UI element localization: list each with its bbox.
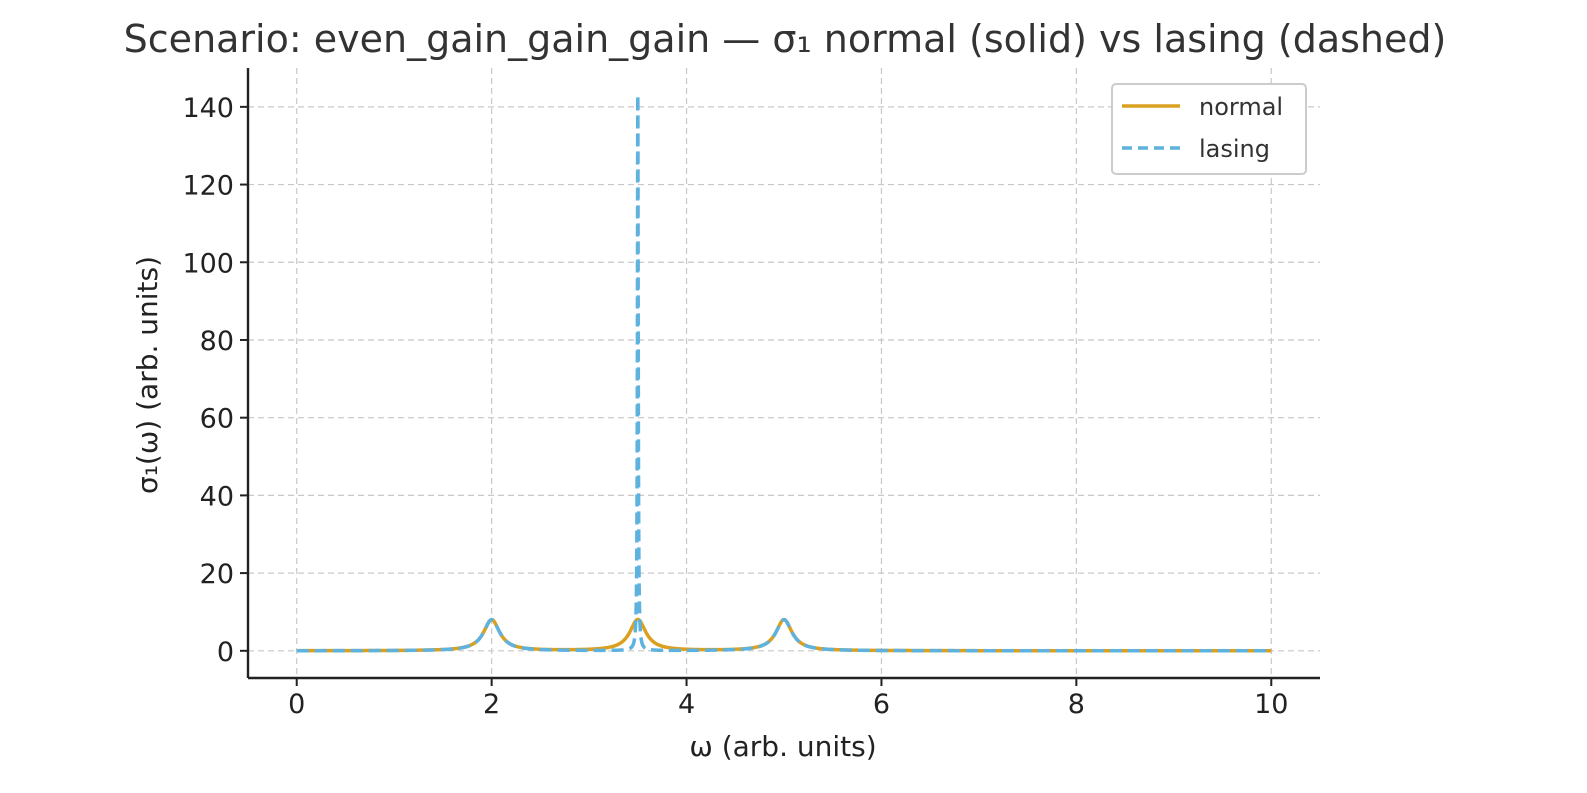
y-tick-label: 140 — [182, 93, 234, 124]
x-axis-label: ω (arb. units) — [689, 730, 876, 763]
y-tick-label: 120 — [182, 171, 234, 202]
x-tick-label: 4 — [678, 689, 695, 720]
chart-title: Scenario: even_gain_gain_gain — σ₁ norma… — [124, 17, 1447, 61]
x-tick-label: 8 — [1068, 689, 1085, 720]
x-tick-label: 2 — [483, 689, 500, 720]
y-tick-label: 60 — [200, 404, 234, 435]
series-line-normal — [295, 617, 1273, 653]
legend: normal lasing — [1111, 83, 1307, 175]
y-tick-label: 100 — [182, 248, 234, 279]
x-tick-label: 6 — [873, 689, 890, 720]
x-tick-label: 0 — [288, 689, 305, 720]
y-ticks: 0 20 40 60 80 100 120 140 — [182, 93, 248, 668]
y-tick-label: 20 — [200, 559, 234, 590]
series-layer — [295, 93, 1273, 653]
y-tick-label: 40 — [200, 481, 234, 512]
legend-label-normal: normal — [1199, 93, 1283, 121]
x-tick-label: 10 — [1254, 689, 1288, 720]
y-tick-label: 80 — [200, 326, 234, 357]
y-axis-label: σ₁(ω) (arb. units) — [131, 256, 164, 494]
legend-label-lasing: lasing — [1199, 135, 1270, 163]
y-tick-label: 0 — [217, 637, 234, 668]
x-ticks: 0 2 4 6 8 10 — [288, 678, 1288, 720]
series-line-lasing — [295, 93, 1273, 653]
